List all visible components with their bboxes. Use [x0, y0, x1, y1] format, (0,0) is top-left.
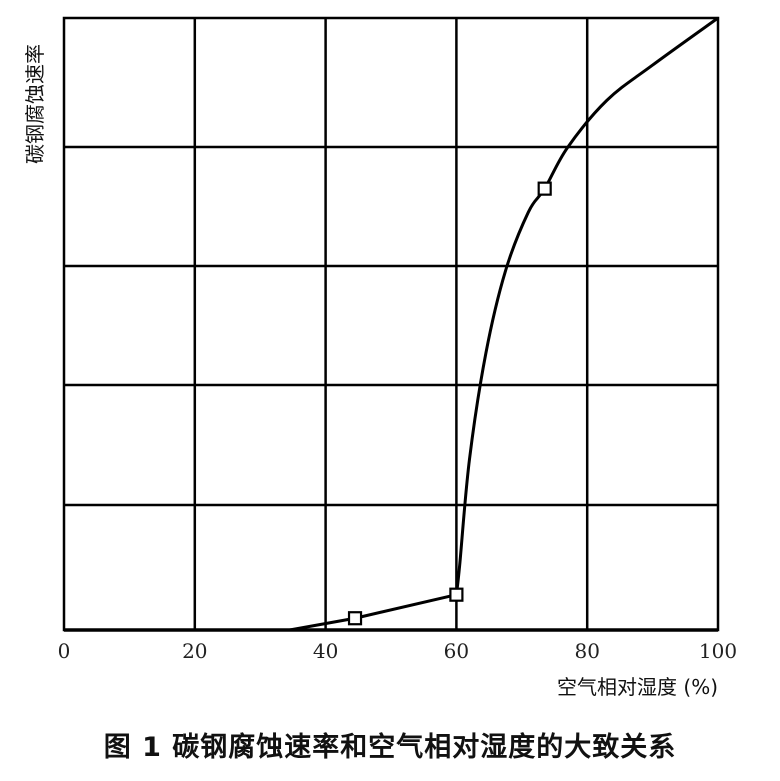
x-tick-label-60: 60 — [444, 639, 469, 663]
x-tick-label-100: 100 — [699, 639, 737, 663]
series-line-1 — [289, 16, 719, 632]
x-tick-label-20: 20 — [182, 639, 207, 663]
x-tick-label-40: 40 — [313, 639, 338, 663]
data-series — [289, 16, 719, 632]
x-axis-title: 空气相对湿度 (%) — [557, 675, 718, 699]
data-point-marker-1 — [347, 611, 363, 626]
plot-border — [62, 16, 720, 632]
data-markers — [347, 181, 552, 626]
data-point-marker-2 — [449, 587, 464, 602]
x-tick-labels: 0 20 40 60 80 100 — [58, 639, 737, 663]
y-axis-title: 碳钢腐蚀速率 — [23, 44, 47, 164]
figure-caption: 图 1 碳钢腐蚀速率和空气相对湿度的大致关系 — [103, 732, 677, 763]
plot-frame — [62, 16, 720, 632]
data-point-marker-3 — [537, 181, 552, 196]
x-tick-label-0: 0 — [58, 639, 71, 663]
x-tick-label-80: 80 — [574, 639, 599, 663]
grid — [64, 18, 718, 630]
